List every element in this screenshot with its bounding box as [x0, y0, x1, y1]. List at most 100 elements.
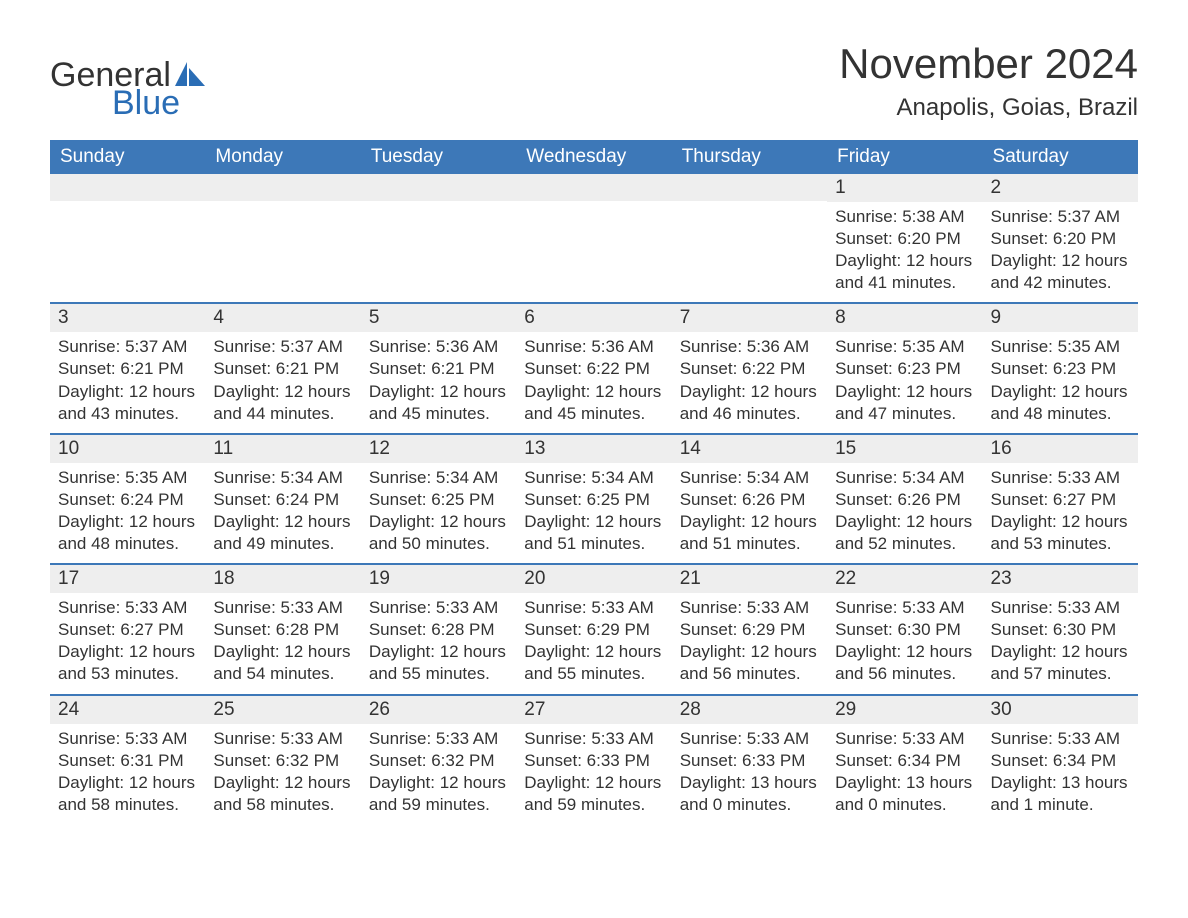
sunrise-text: Sunrise: 5:35 AM [58, 467, 197, 489]
daylight-text: Daylight: 12 hours and 54 minutes. [213, 641, 352, 685]
calendar-week: 24Sunrise: 5:33 AMSunset: 6:31 PMDayligh… [50, 694, 1138, 824]
daylight-text: Daylight: 12 hours and 46 minutes. [680, 381, 819, 425]
day-number-bar-empty [205, 174, 360, 201]
daylight-text: Daylight: 12 hours and 49 minutes. [213, 511, 352, 555]
calendar-day: 29Sunrise: 5:33 AMSunset: 6:34 PMDayligh… [827, 696, 982, 824]
day-details: Sunrise: 5:38 AMSunset: 6:20 PMDaylight:… [827, 202, 982, 294]
sunrise-text: Sunrise: 5:33 AM [835, 728, 974, 750]
daylight-text: Daylight: 12 hours and 43 minutes. [58, 381, 197, 425]
daylight-text: Daylight: 12 hours and 55 minutes. [369, 641, 508, 685]
day-details: Sunrise: 5:36 AMSunset: 6:22 PMDaylight:… [516, 332, 671, 424]
daylight-text: Daylight: 12 hours and 48 minutes. [58, 511, 197, 555]
sunrise-text: Sunrise: 5:36 AM [524, 336, 663, 358]
day-number: 27 [516, 696, 671, 724]
day-number: 8 [827, 304, 982, 332]
daylight-text: Daylight: 12 hours and 47 minutes. [835, 381, 974, 425]
calendar-day: 23Sunrise: 5:33 AMSunset: 6:30 PMDayligh… [983, 565, 1138, 693]
daylight-text: Daylight: 12 hours and 59 minutes. [369, 772, 508, 816]
day-number: 13 [516, 435, 671, 463]
brand-word-2: Blue [112, 86, 205, 120]
day-number: 1 [827, 174, 982, 202]
day-details: Sunrise: 5:34 AMSunset: 6:24 PMDaylight:… [205, 463, 360, 555]
dow-saturday: Saturday [983, 140, 1138, 174]
day-number: 22 [827, 565, 982, 593]
day-details: Sunrise: 5:33 AMSunset: 6:30 PMDaylight:… [983, 593, 1138, 685]
sunset-text: Sunset: 6:26 PM [835, 489, 974, 511]
day-number: 24 [50, 696, 205, 724]
calendar-day: 27Sunrise: 5:33 AMSunset: 6:33 PMDayligh… [516, 696, 671, 824]
calendar-day: 21Sunrise: 5:33 AMSunset: 6:29 PMDayligh… [672, 565, 827, 693]
sunrise-text: Sunrise: 5:34 AM [524, 467, 663, 489]
day-number: 3 [50, 304, 205, 332]
sunset-text: Sunset: 6:29 PM [524, 619, 663, 641]
calendar-day: 20Sunrise: 5:33 AMSunset: 6:29 PMDayligh… [516, 565, 671, 693]
dow-tuesday: Tuesday [361, 140, 516, 174]
day-details: Sunrise: 5:33 AMSunset: 6:30 PMDaylight:… [827, 593, 982, 685]
sunset-text: Sunset: 6:32 PM [369, 750, 508, 772]
calendar-day: 28Sunrise: 5:33 AMSunset: 6:33 PMDayligh… [672, 696, 827, 824]
calendar-day: 24Sunrise: 5:33 AMSunset: 6:31 PMDayligh… [50, 696, 205, 824]
day-details: Sunrise: 5:34 AMSunset: 6:26 PMDaylight:… [672, 463, 827, 555]
calendar-week: 17Sunrise: 5:33 AMSunset: 6:27 PMDayligh… [50, 563, 1138, 693]
calendar-day: 16Sunrise: 5:33 AMSunset: 6:27 PMDayligh… [983, 435, 1138, 563]
calendar-day-empty [516, 174, 671, 302]
sunrise-text: Sunrise: 5:38 AM [835, 206, 974, 228]
sunset-text: Sunset: 6:31 PM [58, 750, 197, 772]
daylight-text: Daylight: 12 hours and 58 minutes. [58, 772, 197, 816]
sunset-text: Sunset: 6:29 PM [680, 619, 819, 641]
day-details: Sunrise: 5:33 AMSunset: 6:34 PMDaylight:… [827, 724, 982, 816]
daylight-text: Daylight: 12 hours and 44 minutes. [213, 381, 352, 425]
sunrise-text: Sunrise: 5:33 AM [835, 597, 974, 619]
calendar-day: 1Sunrise: 5:38 AMSunset: 6:20 PMDaylight… [827, 174, 982, 302]
dow-sunday: Sunday [50, 140, 205, 174]
day-details: Sunrise: 5:34 AMSunset: 6:25 PMDaylight:… [516, 463, 671, 555]
sunrise-text: Sunrise: 5:33 AM [680, 728, 819, 750]
day-number: 12 [361, 435, 516, 463]
sunset-text: Sunset: 6:32 PM [213, 750, 352, 772]
title-block: November 2024 Anapolis, Goias, Brazil [839, 40, 1138, 122]
sunrise-text: Sunrise: 5:33 AM [991, 728, 1130, 750]
daylight-text: Daylight: 13 hours and 0 minutes. [680, 772, 819, 816]
calendar-day: 10Sunrise: 5:35 AMSunset: 6:24 PMDayligh… [50, 435, 205, 563]
sunrise-text: Sunrise: 5:34 AM [835, 467, 974, 489]
dow-wednesday: Wednesday [516, 140, 671, 174]
daylight-text: Daylight: 12 hours and 41 minutes. [835, 250, 974, 294]
day-number: 6 [516, 304, 671, 332]
sunset-text: Sunset: 6:28 PM [369, 619, 508, 641]
calendar-day: 2Sunrise: 5:37 AMSunset: 6:20 PMDaylight… [983, 174, 1138, 302]
calendar-weeks: 1Sunrise: 5:38 AMSunset: 6:20 PMDaylight… [50, 174, 1138, 824]
sunset-text: Sunset: 6:20 PM [835, 228, 974, 250]
sunrise-text: Sunrise: 5:33 AM [680, 597, 819, 619]
calendar-day: 17Sunrise: 5:33 AMSunset: 6:27 PMDayligh… [50, 565, 205, 693]
sunrise-text: Sunrise: 5:34 AM [680, 467, 819, 489]
calendar-day: 19Sunrise: 5:33 AMSunset: 6:28 PMDayligh… [361, 565, 516, 693]
day-details: Sunrise: 5:37 AMSunset: 6:21 PMDaylight:… [50, 332, 205, 424]
day-number-bar-empty [672, 174, 827, 201]
daylight-text: Daylight: 12 hours and 52 minutes. [835, 511, 974, 555]
sunrise-text: Sunrise: 5:34 AM [213, 467, 352, 489]
sunset-text: Sunset: 6:33 PM [680, 750, 819, 772]
day-details: Sunrise: 5:33 AMSunset: 6:33 PMDaylight:… [672, 724, 827, 816]
daylight-text: Daylight: 12 hours and 56 minutes. [835, 641, 974, 685]
calendar-day: 25Sunrise: 5:33 AMSunset: 6:32 PMDayligh… [205, 696, 360, 824]
sunrise-text: Sunrise: 5:33 AM [369, 597, 508, 619]
daylight-text: Daylight: 12 hours and 48 minutes. [991, 381, 1130, 425]
calendar-day: 18Sunrise: 5:33 AMSunset: 6:28 PMDayligh… [205, 565, 360, 693]
calendar-day: 9Sunrise: 5:35 AMSunset: 6:23 PMDaylight… [983, 304, 1138, 432]
calendar-day-empty [361, 174, 516, 302]
sunrise-text: Sunrise: 5:37 AM [58, 336, 197, 358]
daylight-text: Daylight: 12 hours and 45 minutes. [524, 381, 663, 425]
sunset-text: Sunset: 6:20 PM [991, 228, 1130, 250]
day-details: Sunrise: 5:35 AMSunset: 6:23 PMDaylight:… [827, 332, 982, 424]
sunset-text: Sunset: 6:27 PM [58, 619, 197, 641]
calendar-day: 22Sunrise: 5:33 AMSunset: 6:30 PMDayligh… [827, 565, 982, 693]
daylight-text: Daylight: 12 hours and 42 minutes. [991, 250, 1130, 294]
sunrise-text: Sunrise: 5:33 AM [369, 728, 508, 750]
day-number: 23 [983, 565, 1138, 593]
calendar-day: 3Sunrise: 5:37 AMSunset: 6:21 PMDaylight… [50, 304, 205, 432]
dow-friday: Friday [827, 140, 982, 174]
day-details: Sunrise: 5:33 AMSunset: 6:28 PMDaylight:… [361, 593, 516, 685]
day-details: Sunrise: 5:37 AMSunset: 6:21 PMDaylight:… [205, 332, 360, 424]
calendar-day-empty [50, 174, 205, 302]
sunset-text: Sunset: 6:25 PM [524, 489, 663, 511]
